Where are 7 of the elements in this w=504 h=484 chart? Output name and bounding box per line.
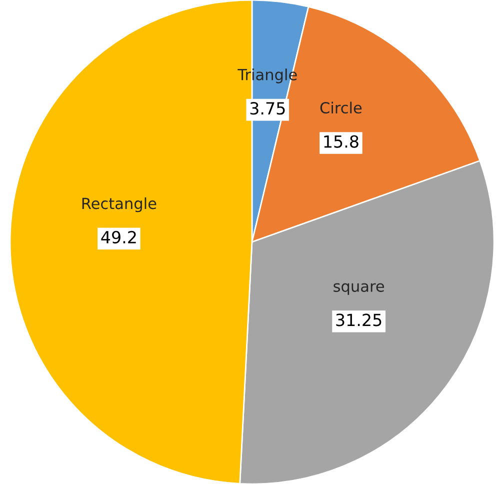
data-label: 49.2 xyxy=(101,230,136,244)
data-label: 31.25 xyxy=(336,314,382,326)
slice-label: Circle xyxy=(320,102,362,114)
data-label: 15.8 xyxy=(324,135,358,148)
slice-label: square xyxy=(334,283,384,295)
data-label: 3.75 xyxy=(250,102,285,115)
slice-label: Rectangle xyxy=(82,197,156,212)
